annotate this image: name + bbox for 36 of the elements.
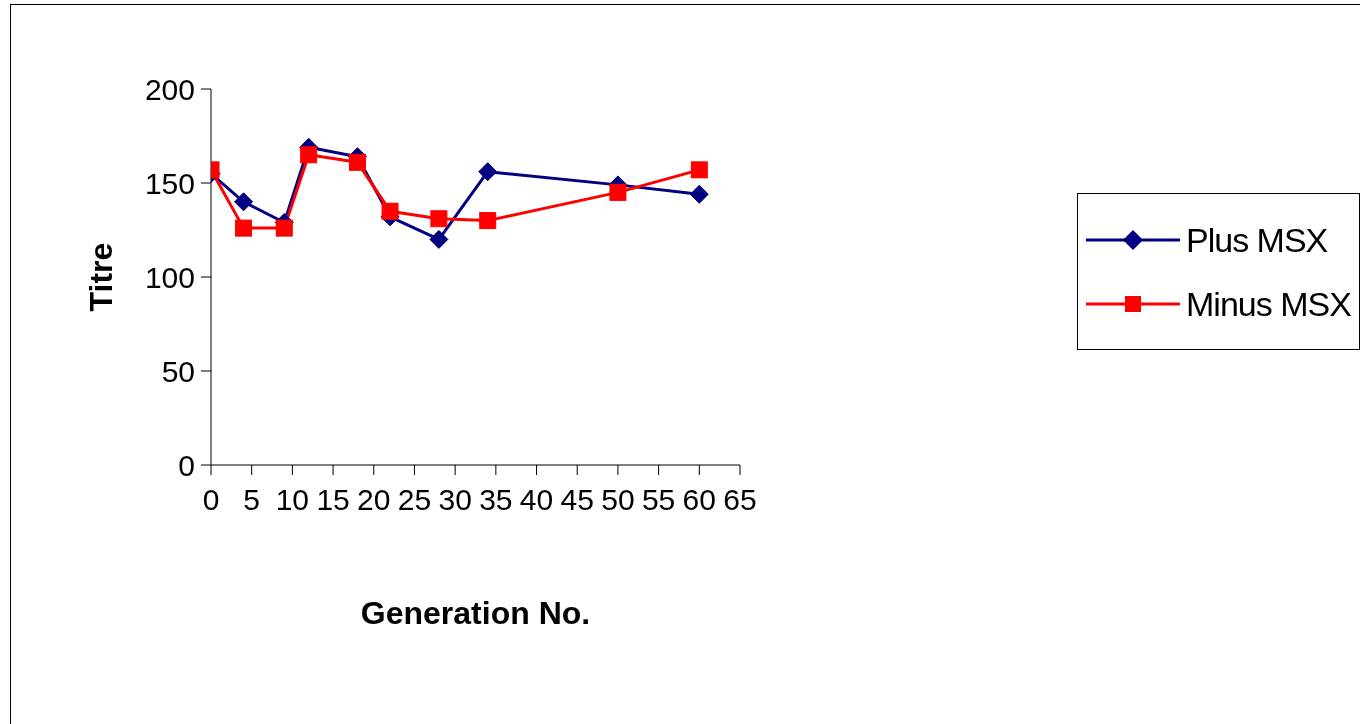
point [348, 153, 366, 171]
x-tick-label: 30 [438, 483, 472, 517]
legend-label: Minus MSX [1186, 284, 1351, 324]
x-tick-label: 45 [560, 483, 594, 517]
point [300, 146, 318, 164]
y-tick-label: 50 [161, 354, 195, 388]
legend-label: Plus MSX [1186, 220, 1328, 260]
point [381, 202, 399, 220]
x-axis-title: Generation No. [360, 595, 591, 631]
point [234, 192, 254, 212]
y-axis-title: Titre [83, 242, 120, 312]
x-tick-label: 20 [357, 483, 391, 517]
y-tick-label: 100 [144, 260, 195, 294]
x-tick-label: 35 [479, 483, 513, 517]
y-tick-label: 200 [144, 72, 195, 106]
point [275, 219, 293, 237]
x-tick-label: 15 [316, 483, 350, 517]
x-tick-label: 55 [641, 483, 676, 517]
point [430, 210, 448, 228]
x-tick-label: 25 [397, 483, 432, 517]
y-tick-label: 0 [178, 448, 195, 482]
y-tick-label: 150 [144, 166, 195, 200]
x-tick-label: 50 [601, 483, 635, 517]
x-tick-label: 5 [243, 483, 261, 517]
x-tick-label: 0 [202, 483, 220, 517]
x-tick-label: 10 [275, 483, 310, 517]
point [479, 212, 497, 230]
x-tick-label: 65 [723, 483, 757, 517]
x-tick-label: 60 [682, 483, 716, 517]
point [609, 183, 627, 201]
point [429, 229, 449, 249]
x-tick-label: 40 [519, 483, 554, 517]
point [689, 184, 709, 204]
point [690, 161, 708, 179]
point [478, 162, 498, 182]
point [235, 219, 253, 237]
